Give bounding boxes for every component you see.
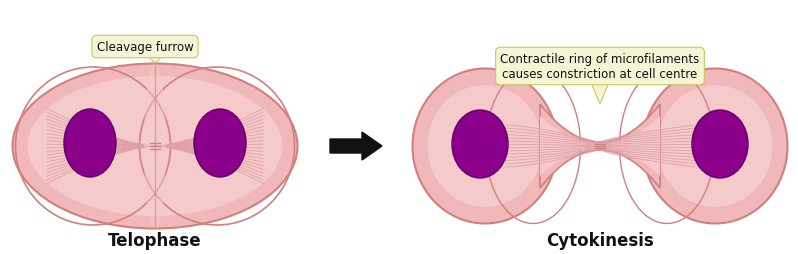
Ellipse shape: [642, 69, 788, 224]
FancyArrow shape: [330, 133, 382, 160]
Text: Telophase: Telophase: [109, 231, 202, 249]
Ellipse shape: [692, 110, 748, 178]
Text: Contractile ring of microfilaments
causes constriction at cell centre: Contractile ring of microfilaments cause…: [500, 53, 700, 81]
Ellipse shape: [413, 69, 558, 224]
Ellipse shape: [27, 77, 282, 216]
Text: Cytokinesis: Cytokinesis: [546, 231, 654, 249]
Ellipse shape: [194, 109, 246, 177]
Ellipse shape: [64, 109, 116, 177]
Ellipse shape: [428, 86, 543, 207]
Polygon shape: [140, 50, 170, 64]
Ellipse shape: [144, 64, 166, 229]
Polygon shape: [540, 117, 660, 176]
Text: Cleavage furrow: Cleavage furrow: [97, 41, 193, 54]
Polygon shape: [582, 62, 618, 105]
Ellipse shape: [452, 110, 508, 178]
Polygon shape: [540, 105, 660, 188]
Ellipse shape: [13, 64, 298, 229]
Ellipse shape: [658, 86, 772, 207]
